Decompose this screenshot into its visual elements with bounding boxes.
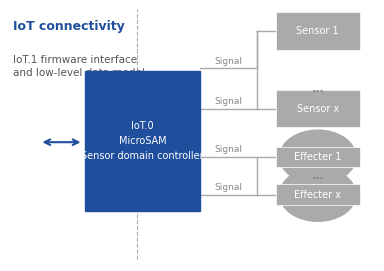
Text: Signal: Signal [214, 145, 242, 154]
Text: Signal: Signal [214, 97, 242, 106]
Text: IoT connectivity: IoT connectivity [13, 20, 124, 33]
Text: Effecter x: Effecter x [294, 189, 341, 199]
Text: Sensor 1: Sensor 1 [296, 26, 339, 36]
Text: IoT.0
MicroSAM
Sensor domain controller: IoT.0 MicroSAM Sensor domain controller [81, 121, 204, 161]
FancyBboxPatch shape [276, 90, 360, 127]
Text: IoT.1 firmware interface
and low-level data model: IoT.1 firmware interface and low-level d… [13, 55, 145, 78]
FancyBboxPatch shape [85, 71, 200, 211]
Text: Sensor x: Sensor x [297, 104, 339, 114]
Text: Signal: Signal [214, 57, 242, 66]
FancyBboxPatch shape [276, 12, 360, 50]
FancyBboxPatch shape [276, 147, 360, 167]
Text: Effecter 1: Effecter 1 [294, 152, 341, 162]
Circle shape [280, 130, 356, 184]
FancyBboxPatch shape [276, 185, 360, 205]
Circle shape [280, 168, 356, 221]
Text: ...: ... [311, 83, 324, 93]
Text: Signal: Signal [214, 183, 242, 192]
Text: ...: ... [311, 171, 324, 181]
